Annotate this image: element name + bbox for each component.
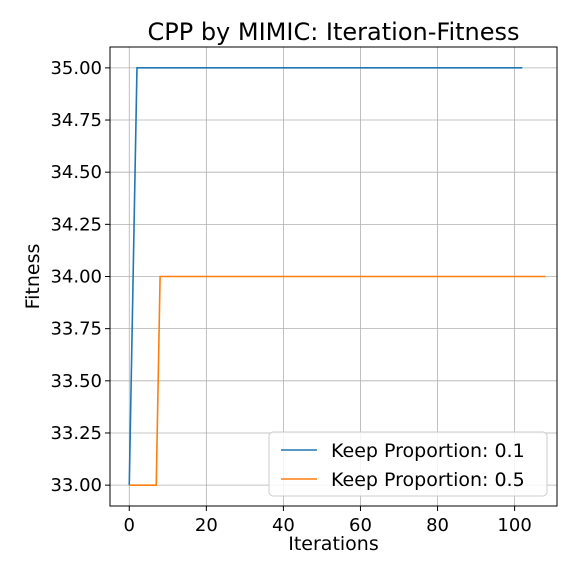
legend-label-2: Keep Proportion: 0.5 — [331, 469, 525, 491]
y-tick-label: 34.00 — [50, 267, 102, 288]
x-tick-label: 0 — [124, 515, 135, 536]
y-axis-label: Fitness — [22, 244, 44, 310]
y-tick-label: 34.50 — [50, 162, 102, 183]
y-tick-label: 33.25 — [50, 423, 102, 444]
y-tick-label: 33.00 — [50, 475, 102, 496]
x-tick-label: 100 — [497, 515, 531, 536]
series-line-1 — [128, 67, 523, 486]
axis-ticks: 0 20 40 60 80 100 33.00 33.25 33.50 33.75 34.00 34.… — [50, 58, 531, 536]
chart-title: CPP by MIMIC: Iteration-Fitness — [147, 18, 519, 46]
plot-series — [128, 67, 546, 486]
y-tick-label: 34.25 — [50, 214, 102, 235]
legend-box — [268, 431, 548, 497]
y-tick-label: 35.00 — [50, 58, 102, 79]
x-axis-label: Iterations — [288, 533, 379, 555]
x-tick-label: 40 — [272, 515, 295, 536]
legend: Keep Proportion: 0.1 Keep Proportion: 0.5 — [268, 431, 548, 497]
x-tick-label: 60 — [349, 515, 372, 536]
y-tick-label: 34.75 — [50, 110, 102, 131]
x-tick-label: 80 — [426, 515, 449, 536]
legend-label-1: Keep Proportion: 0.1 — [331, 440, 525, 462]
y-tick-label: 33.75 — [50, 319, 102, 340]
series-line-2 — [129, 275, 546, 486]
x-tick-label: 20 — [195, 515, 218, 536]
y-tick-label: 33.50 — [50, 371, 102, 392]
